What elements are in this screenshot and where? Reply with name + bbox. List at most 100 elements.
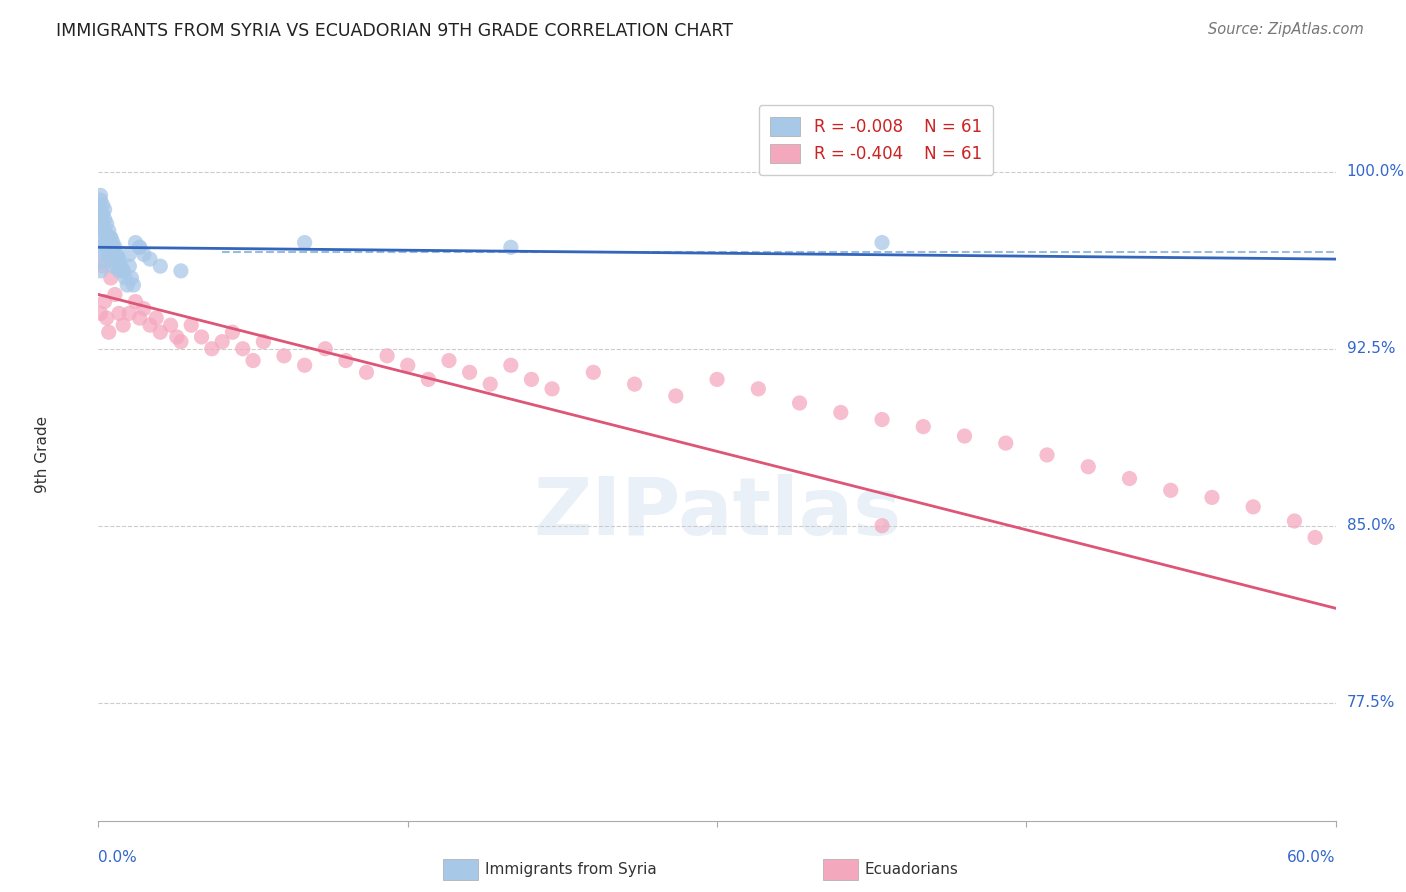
Point bbox=[100, 271, 122, 285]
Point bbox=[149, 259, 172, 273]
Point bbox=[93, 224, 115, 238]
Point bbox=[96, 311, 118, 326]
Point bbox=[96, 235, 118, 250]
Point bbox=[93, 247, 115, 261]
Point bbox=[89, 264, 111, 278]
Point bbox=[706, 372, 728, 386]
Point bbox=[118, 247, 141, 261]
Point bbox=[117, 278, 139, 293]
Point bbox=[120, 271, 142, 285]
Text: 9th Grade: 9th Grade bbox=[35, 417, 51, 493]
Point bbox=[128, 240, 150, 254]
Point bbox=[953, 429, 976, 443]
Point bbox=[97, 224, 120, 238]
Point bbox=[912, 419, 935, 434]
Point bbox=[294, 235, 316, 250]
Point bbox=[128, 240, 150, 254]
Point bbox=[97, 247, 120, 261]
Point bbox=[101, 235, 124, 250]
Point bbox=[665, 389, 688, 403]
Point bbox=[104, 287, 127, 301]
Point bbox=[170, 334, 193, 349]
Point bbox=[105, 259, 128, 273]
Point bbox=[1241, 500, 1264, 514]
Point bbox=[108, 306, 131, 320]
Point bbox=[108, 264, 131, 278]
Point bbox=[149, 325, 172, 339]
Point bbox=[114, 271, 136, 285]
Point bbox=[499, 240, 522, 254]
Point bbox=[870, 518, 893, 533]
Text: Immigrants from Syria: Immigrants from Syria bbox=[485, 863, 657, 877]
Point bbox=[100, 231, 122, 245]
Point bbox=[91, 217, 114, 231]
Point bbox=[1160, 483, 1182, 498]
Point bbox=[789, 396, 811, 410]
Point bbox=[830, 405, 852, 419]
Text: ZIPatlas: ZIPatlas bbox=[533, 475, 901, 552]
Point bbox=[418, 372, 440, 386]
Point bbox=[93, 202, 115, 217]
Point bbox=[112, 264, 135, 278]
Point bbox=[105, 247, 128, 261]
Point bbox=[479, 377, 502, 392]
Point bbox=[520, 372, 543, 386]
Point bbox=[89, 188, 111, 202]
Point bbox=[221, 325, 243, 339]
Point bbox=[101, 240, 124, 254]
Point bbox=[118, 306, 141, 320]
Point bbox=[108, 252, 131, 266]
Point bbox=[89, 306, 111, 320]
Point bbox=[132, 301, 155, 316]
Point bbox=[124, 235, 146, 250]
Point bbox=[97, 325, 120, 339]
Point bbox=[91, 259, 114, 273]
Point bbox=[122, 278, 145, 293]
Point bbox=[1284, 514, 1306, 528]
Point bbox=[104, 247, 127, 261]
Point bbox=[1077, 459, 1099, 474]
Point bbox=[132, 247, 155, 261]
Point bbox=[870, 412, 893, 426]
Point bbox=[747, 382, 769, 396]
Point bbox=[314, 342, 336, 356]
Text: Ecuadorians: Ecuadorians bbox=[865, 863, 959, 877]
Point bbox=[93, 235, 115, 250]
Point bbox=[396, 358, 419, 372]
Point bbox=[93, 211, 115, 226]
Point bbox=[211, 334, 233, 349]
Point bbox=[118, 259, 141, 273]
Point bbox=[139, 318, 162, 333]
Point bbox=[105, 252, 128, 266]
Text: 0.0%: 0.0% bbox=[98, 850, 138, 865]
Point bbox=[159, 318, 181, 333]
Point bbox=[356, 365, 378, 379]
Text: 85.0%: 85.0% bbox=[1347, 518, 1395, 533]
Point bbox=[91, 224, 114, 238]
Point bbox=[91, 207, 114, 221]
Point bbox=[89, 193, 111, 207]
Point bbox=[100, 252, 122, 266]
Point bbox=[145, 311, 167, 326]
Point bbox=[91, 240, 114, 254]
Point bbox=[89, 254, 111, 268]
Point bbox=[437, 353, 460, 368]
Point bbox=[100, 240, 122, 254]
Point bbox=[1201, 491, 1223, 505]
Point bbox=[294, 358, 316, 372]
Legend: R = -0.008    N = 61, R = -0.404    N = 61: R = -0.008 N = 61, R = -0.404 N = 61 bbox=[758, 105, 993, 175]
Point bbox=[96, 217, 118, 231]
Point bbox=[458, 365, 481, 379]
Point bbox=[91, 231, 114, 245]
Point bbox=[112, 318, 135, 333]
Point bbox=[91, 198, 114, 212]
Text: 100.0%: 100.0% bbox=[1347, 164, 1405, 179]
Point bbox=[375, 349, 398, 363]
Point bbox=[93, 294, 115, 309]
Text: Source: ZipAtlas.com: Source: ZipAtlas.com bbox=[1208, 22, 1364, 37]
Point bbox=[582, 365, 605, 379]
Point bbox=[1036, 448, 1059, 462]
Point bbox=[166, 330, 188, 344]
Point bbox=[541, 382, 564, 396]
Point bbox=[201, 342, 224, 356]
